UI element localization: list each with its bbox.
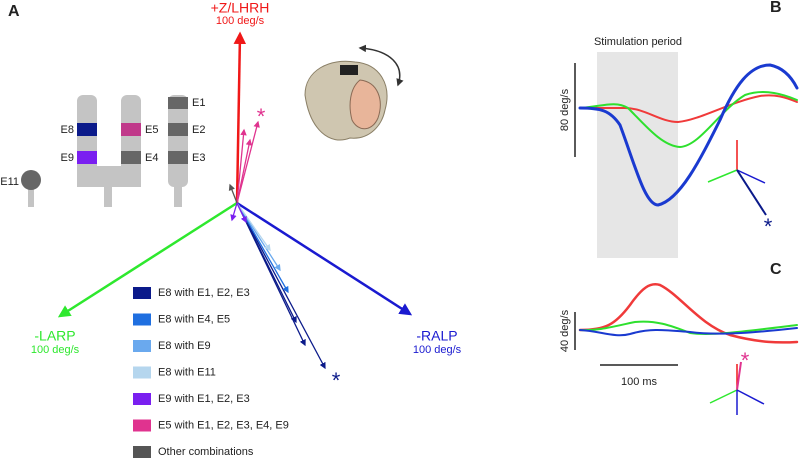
- vector-up: [233, 31, 247, 204]
- electrode-label: E3: [192, 152, 205, 164]
- vector-label: +Z/LHRH: [211, 0, 270, 16]
- legend-swatch: [133, 287, 151, 299]
- legend-swatch: [133, 393, 151, 405]
- panel-a: A E1 E2 E3 E5 E4 E8 E9 E11: [0, 0, 462, 458]
- legend-label: E8 with E9: [158, 340, 211, 352]
- trace: [579, 320, 798, 335]
- legend-swatch: [133, 366, 151, 379]
- legend-label: E5 with E1, E2, E3, E4, E9: [158, 419, 289, 431]
- panel-label: B: [770, 0, 782, 16]
- electrode-schematic: [28, 95, 188, 207]
- electrode-e8: [77, 123, 97, 136]
- vector-scale: 100 deg/s: [216, 15, 265, 27]
- panel-b: B Stimulation period 80 deg/s *: [559, 0, 799, 258]
- panel-label: C: [770, 261, 782, 278]
- trace: [578, 283, 799, 344]
- electrode-e9: [77, 151, 97, 164]
- inset-axes: [707, 140, 767, 216]
- monkey-illustration: [304, 44, 404, 141]
- panel-label: A: [8, 3, 20, 20]
- panel-c: C 40 deg/s 100 ms *: [559, 261, 799, 415]
- legend-swatch: [133, 446, 151, 458]
- electrode-e2: [168, 123, 188, 136]
- vector-left: [57, 201, 238, 318]
- vector-scale: 100 deg/s: [413, 344, 462, 356]
- electrode-e4: [121, 151, 141, 164]
- vector-right: [236, 201, 413, 316]
- legend-swatch: [133, 419, 151, 432]
- inset-axes: [709, 361, 765, 415]
- electrode-label: E5: [145, 124, 158, 136]
- vector-label: -RALP: [416, 328, 457, 344]
- electrode-e1: [168, 97, 188, 109]
- electrode-e3: [168, 151, 188, 164]
- trace: [579, 327, 798, 337]
- asterisk: *: [257, 104, 266, 129]
- asterisk: *: [332, 368, 341, 393]
- legend-swatch: [133, 313, 151, 326]
- electrode-label: E1: [192, 97, 205, 109]
- trace: [579, 94, 798, 124]
- legend-label: E8 with E1, E2, E3: [158, 287, 250, 299]
- legend-label: E9 with E1, E2, E3: [158, 393, 250, 405]
- legend-label: Other combinations: [158, 446, 254, 458]
- electrode-label: E4: [145, 152, 158, 164]
- legend-label: E8 with E4, E5: [158, 313, 230, 325]
- stimulation-period: [597, 52, 678, 258]
- vector-scale: 100 deg/s: [31, 344, 80, 356]
- legend: E8 with E1, E2, E3 E8 with E4, E5 E8 with …: [133, 287, 289, 458]
- trace: [578, 63, 799, 207]
- electrode-e5: [121, 123, 141, 136]
- stimulation-vectors: [228, 120, 326, 370]
- electrode-label: E2: [192, 124, 205, 136]
- electrode-label: E8: [61, 124, 74, 136]
- legend-label: E8 with E11: [158, 366, 216, 378]
- asterisk: *: [741, 348, 750, 373]
- asterisk: *: [764, 214, 773, 239]
- legend-swatch: [133, 340, 151, 352]
- electrode-label: E9: [61, 152, 74, 164]
- period-label: Stimulation period: [594, 36, 682, 48]
- vector-label: -LARP: [34, 328, 75, 344]
- trace: [579, 91, 798, 149]
- time-label: 100 ms: [621, 376, 658, 388]
- scale-label: 40 deg/s: [559, 309, 571, 352]
- electrode-e11: [21, 170, 41, 190]
- electrode-label: E11: [0, 176, 19, 188]
- scale-label: 80 deg/s: [559, 88, 571, 131]
